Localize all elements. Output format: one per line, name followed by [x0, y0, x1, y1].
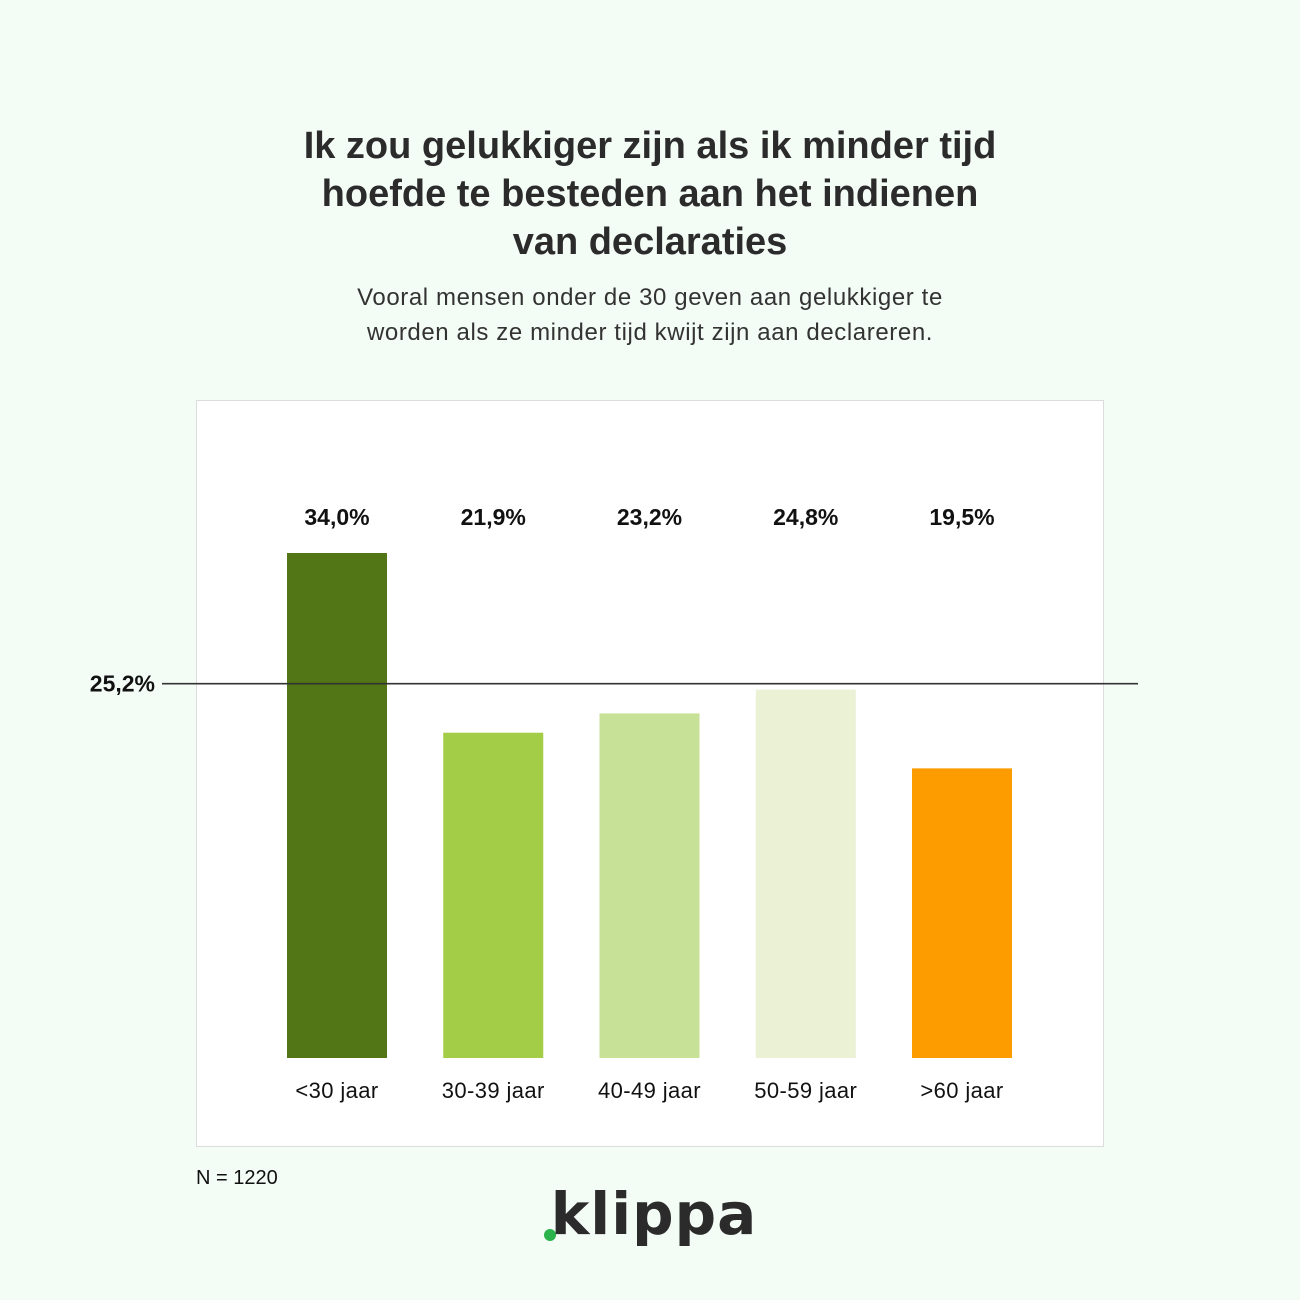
subtitle-line-2: worden als ze minder tijd kwijt zijn aan…	[366, 319, 934, 346]
title-line-3: van declaraties	[512, 221, 788, 263]
subtitle-line-1: Vooral mensen onder de 30 geven aan gelu…	[357, 284, 943, 311]
klippa-logo: klippa	[0, 1180, 1300, 1248]
category-label-4: 50-59 jaar	[754, 1078, 857, 1103]
category-label-2: 30-39 jaar	[442, 1078, 545, 1103]
bar-value-label-5: 19,5%	[929, 504, 994, 530]
bar-5	[912, 768, 1012, 1058]
bar-value-label-3: 23,2%	[617, 504, 682, 530]
category-label-1: <30 jaar	[295, 1078, 378, 1103]
bar-4	[755, 689, 856, 1058]
bars-group: 34,0% <30 jaar 21,9% 30-39 jaar 23,2% 40-49 j…	[287, 504, 1012, 1103]
logo-wordmark: klippa	[550, 1180, 758, 1248]
bar-3	[599, 713, 700, 1058]
bar-1	[287, 553, 387, 1058]
chart-subtitle: Vooral mensen onder de 30 geven aan gelu…	[150, 280, 1150, 350]
category-label-3: 40-49 jaar	[598, 1078, 701, 1103]
bar-value-label-2: 21,9%	[461, 504, 526, 530]
title-line-2: hoefde te besteden aan het indienen	[321, 173, 979, 215]
title-line-1: Ik zou gelukkiger zijn als ik minder tij…	[303, 125, 997, 167]
category-label-5: >60 jaar	[920, 1078, 1003, 1103]
logo-dot-icon	[543, 1229, 556, 1241]
sample-size-note: N = 1220	[196, 1167, 278, 1189]
reference-line-label: 25,2%	[90, 671, 155, 697]
bar-value-label-4: 24,8%	[773, 504, 838, 530]
chart-title: Ik zou gelukkiger zijn als ik minder tij…	[150, 122, 1150, 266]
bar-value-label-1: 34,0%	[304, 504, 369, 530]
bar-2	[443, 732, 544, 1058]
